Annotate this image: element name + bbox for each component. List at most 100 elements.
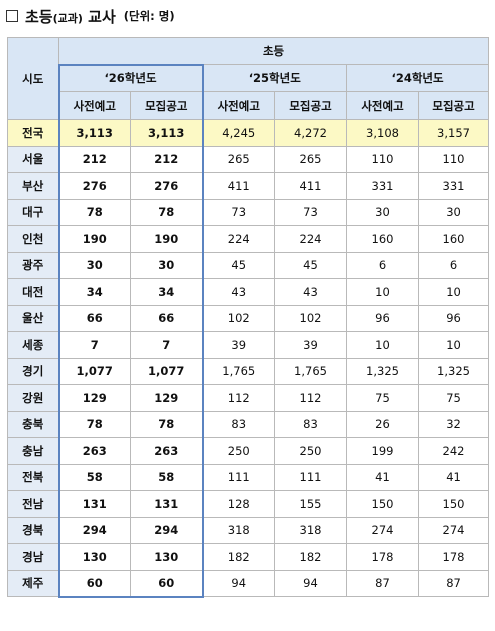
value-cell: 131 [57,490,131,518]
value-cell: 30 [130,251,204,279]
table-row: 전남 131 131 128 155 150 150 [7,490,490,518]
value-cell: 78 [57,410,131,438]
table-row: 세종 7 7 39 39 10 10 [7,331,490,359]
value-cell: 331 [346,172,419,200]
value-cell: 130 [57,543,131,571]
region-cell: 부산 [7,172,59,200]
value-cell: 73 [274,198,347,226]
value-cell: 274 [417,516,490,544]
region-cell: 경남 [7,543,59,571]
year-header-2026: ‘26학년도 [57,63,204,92]
value-cell: 78 [130,198,204,226]
unit-label: (단위: 명) [123,9,175,23]
value-cell: 250 [202,437,275,465]
value-cell: 411 [274,172,347,200]
table-row: 광주 30 30 45 45 6 6 [7,251,490,279]
value-cell: 39 [202,331,275,359]
subcol-recruit: 모집공고 [130,91,204,120]
table-row: 대구 78 78 73 73 30 30 [7,198,490,226]
subcol-notice: 사전예고 [346,91,419,120]
value-cell: 160 [346,225,419,253]
table-row: 제주 60 60 94 94 87 87 [7,569,490,598]
value-cell: 1,325 [417,357,490,385]
region-cell: 세종 [7,331,59,359]
subcol-recruit: 모집공고 [274,91,347,120]
table-row: 충남 263 263 250 250 199 242 [7,437,490,465]
value-cell: 7 [130,331,204,359]
region-cell: 충북 [7,410,59,438]
table-row: 대전 34 34 43 43 10 10 [7,278,490,306]
table-row: 전국 3,113 3,113 4,245 4,272 3,108 3,157 [7,119,490,147]
value-cell: 75 [417,384,490,412]
value-cell: 6 [417,251,490,279]
value-cell: 30 [346,198,419,226]
value-cell: 60 [57,569,131,598]
value-cell: 212 [57,145,131,173]
value-cell: 32 [417,410,490,438]
group-header: 초등 [57,37,490,65]
value-cell: 274 [346,516,419,544]
section-title: 초등(교과) 교사 (단위: 명) [6,6,175,26]
value-cell: 1,765 [202,357,275,385]
value-cell: 182 [274,543,347,571]
value-cell: 265 [202,145,275,173]
value-cell: 3,108 [346,119,419,147]
value-cell: 411 [202,172,275,200]
region-cell: 대전 [7,278,59,306]
value-cell: 150 [346,490,419,518]
region-cell: 전남 [7,490,59,518]
table-body: 전국 3,113 3,113 4,245 4,272 3,108 3,157 서울 212 212… [7,119,490,598]
value-cell: 150 [417,490,490,518]
value-cell: 34 [130,278,204,306]
value-cell: 182 [202,543,275,571]
value-cell: 3,157 [417,119,490,147]
value-cell: 4,272 [274,119,347,147]
subcol-recruit: 모집공고 [417,91,490,120]
table-row: 경기 1,077 1,077 1,765 1,765 1,325 1,325 [7,357,490,385]
value-cell: 212 [130,145,204,173]
value-cell: 102 [274,304,347,332]
title-main: 초등(교과) 교사 [25,7,116,26]
value-cell: 26 [346,410,419,438]
value-cell: 1,077 [57,357,131,385]
year-header-2025: ‘25학년도 [202,64,347,92]
value-cell: 178 [417,543,490,571]
value-cell: 6 [346,251,419,279]
region-cell: 전북 [7,463,59,491]
value-cell: 1,077 [130,357,204,385]
value-cell: 10 [417,278,490,306]
value-cell: 7 [57,331,131,359]
value-cell: 318 [274,516,347,544]
value-cell: 111 [202,463,275,491]
table-row: 서울 212 212 265 265 110 110 [7,145,490,173]
title-sub: (교과) [52,11,83,25]
value-cell: 94 [274,569,347,597]
value-cell: 1,765 [274,357,347,385]
value-cell: 190 [130,225,204,253]
value-cell: 10 [346,331,419,359]
value-cell: 190 [57,225,131,253]
value-cell: 112 [274,384,347,412]
value-cell: 96 [417,304,490,332]
value-cell: 1,325 [346,357,419,385]
value-cell: 3,113 [57,119,131,147]
value-cell: 131 [130,490,204,518]
region-cell: 제주 [7,569,59,597]
value-cell: 96 [346,304,419,332]
table-row: 인천 190 190 224 224 160 160 [7,225,490,253]
teacher-table: 시도 초등 ‘26학년도 ‘25학년도 ‘24학년도 사전예고 모집공고 사전예… [7,37,490,598]
value-cell: 318 [202,516,275,544]
value-cell: 331 [417,172,490,200]
value-cell: 83 [202,410,275,438]
value-cell: 112 [202,384,275,412]
value-cell: 45 [202,251,275,279]
value-cell: 160 [417,225,490,253]
region-cell: 경북 [7,516,59,544]
value-cell: 10 [417,331,490,359]
value-cell: 250 [274,437,347,465]
table-row: 충북 78 78 83 83 26 32 [7,410,490,438]
value-cell: 294 [130,516,204,544]
region-cell: 강원 [7,384,59,412]
value-cell: 111 [274,463,347,491]
value-cell: 58 [130,463,204,491]
